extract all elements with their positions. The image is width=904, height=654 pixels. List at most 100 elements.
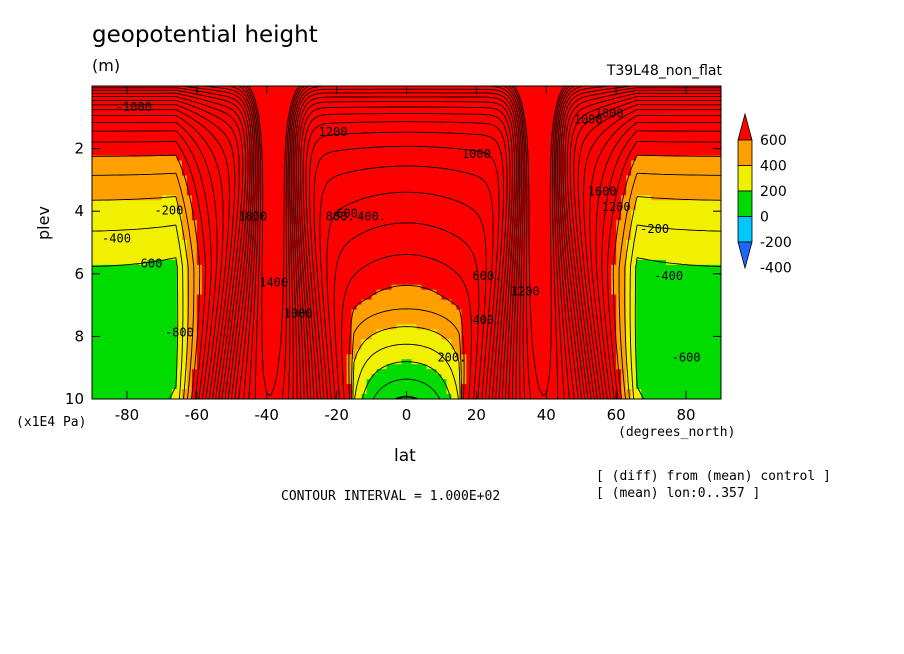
contour-cell xyxy=(626,349,637,355)
contour-cell xyxy=(636,284,721,291)
x-tick-label: -20 xyxy=(324,406,349,424)
contour-cell xyxy=(92,379,178,385)
colorbar-top-arrow xyxy=(737,112,753,141)
contour-cell xyxy=(351,394,363,399)
contour-cell xyxy=(351,364,388,370)
contour-cell xyxy=(441,374,463,380)
contour-cell xyxy=(441,294,617,301)
contour-cell xyxy=(461,329,617,336)
contour-cell xyxy=(191,369,348,375)
contour-cell xyxy=(92,364,178,370)
contour-cell xyxy=(92,240,188,246)
contour-cell xyxy=(176,289,188,296)
contour-cell xyxy=(636,344,721,350)
contour-label: -600 xyxy=(672,350,701,364)
contour-line xyxy=(242,86,571,399)
run-name: T39L48_non_flat xyxy=(606,63,722,79)
contour-cell xyxy=(181,220,198,226)
contour-cell xyxy=(626,190,721,196)
contour-cell xyxy=(92,145,721,152)
contour-cell xyxy=(446,379,463,385)
contour-cell xyxy=(196,240,617,246)
contour-cell xyxy=(346,364,353,370)
contour-cell xyxy=(92,294,178,301)
contour-cell xyxy=(92,130,721,137)
contour-cell xyxy=(146,259,178,266)
contour-cell xyxy=(92,284,178,291)
contour-cell xyxy=(426,364,463,370)
contour-cell xyxy=(636,369,721,375)
contour-cell xyxy=(171,394,183,399)
contour-cell xyxy=(626,299,637,306)
contour-cell xyxy=(196,299,363,306)
contour-cell xyxy=(636,289,721,296)
contour-cell xyxy=(371,334,443,340)
y-tick-label: 10 xyxy=(65,390,84,408)
contour-label: 1000 xyxy=(574,113,603,127)
contour-cell xyxy=(641,389,721,395)
contour-line xyxy=(92,130,721,399)
contour-cell xyxy=(616,299,627,306)
contour-line xyxy=(92,96,721,399)
contour-cell xyxy=(161,195,178,201)
contour-cell xyxy=(346,369,353,375)
contour-cell xyxy=(636,324,721,331)
x-tick-label: 0 xyxy=(402,406,412,424)
contour-label: 1000 xyxy=(284,307,313,321)
contour-cell xyxy=(196,235,617,241)
contour-cell xyxy=(446,384,463,390)
contour-label: -200 xyxy=(640,222,669,236)
contour-cell xyxy=(616,319,627,326)
contour-cell xyxy=(191,384,353,390)
contour-cell xyxy=(631,225,721,231)
contour-line xyxy=(203,86,610,399)
contour-cell xyxy=(181,210,193,216)
contour-cell xyxy=(186,175,627,181)
contour-cell xyxy=(626,180,721,186)
contour-label: 1000 xyxy=(462,147,491,161)
contour-cell xyxy=(92,225,183,231)
contour-cell xyxy=(451,394,463,399)
contour-cell xyxy=(171,389,183,395)
contour-cell xyxy=(196,304,358,311)
contour-cell xyxy=(92,150,721,157)
contour-cell xyxy=(351,359,403,365)
contour-line xyxy=(92,115,721,399)
contour-cell xyxy=(636,304,721,311)
contour-cell xyxy=(636,329,721,336)
contour-cell xyxy=(376,329,438,336)
contour-cell xyxy=(376,369,438,375)
contour-cell xyxy=(186,299,198,306)
contour-cell xyxy=(616,254,627,261)
contour-cell xyxy=(176,314,188,321)
contour-cell xyxy=(176,294,188,301)
contour-cell xyxy=(456,354,467,360)
contour-cell xyxy=(356,349,458,355)
x-tick-label: 40 xyxy=(537,406,556,424)
contour-label: -400 xyxy=(102,232,131,246)
contour-cell xyxy=(92,175,188,181)
contour-cell xyxy=(616,259,627,266)
contour-cell xyxy=(186,324,198,331)
contour-cell xyxy=(176,274,188,281)
contour-cell xyxy=(436,289,612,296)
contour-cell xyxy=(186,264,203,271)
contour-cell xyxy=(631,160,721,167)
contour-cell xyxy=(351,344,363,350)
contour-cell xyxy=(92,205,178,211)
contour-cell xyxy=(92,304,178,311)
contour-line xyxy=(92,99,721,399)
contour-cell xyxy=(436,329,463,336)
contour-cell xyxy=(351,384,368,390)
contour-cell xyxy=(626,244,721,251)
contour-cell xyxy=(356,354,458,360)
contour-label: -200 xyxy=(154,203,183,217)
contour-cell xyxy=(631,215,721,221)
contour-cell xyxy=(371,294,443,301)
contour-cell xyxy=(396,324,418,331)
contour-cell xyxy=(196,349,353,355)
contour-cell xyxy=(461,334,617,340)
contour-cell xyxy=(371,374,443,380)
contour-cell xyxy=(636,299,721,306)
contour-cell xyxy=(636,354,721,360)
